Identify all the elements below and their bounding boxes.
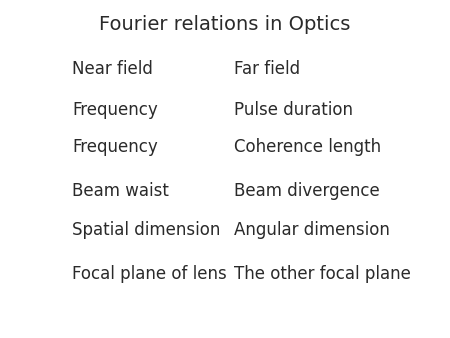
Text: Spatial dimension: Spatial dimension xyxy=(72,221,220,239)
Text: Fourier relations in Optics: Fourier relations in Optics xyxy=(99,15,351,34)
Text: Far field: Far field xyxy=(234,60,300,78)
Text: Pulse duration: Pulse duration xyxy=(234,101,353,119)
Text: Near field: Near field xyxy=(72,60,153,78)
Text: Focal plane of lens: Focal plane of lens xyxy=(72,265,227,283)
Text: Beam divergence: Beam divergence xyxy=(234,182,380,200)
Text: Coherence length: Coherence length xyxy=(234,138,381,156)
Text: The other focal plane: The other focal plane xyxy=(234,265,411,283)
Text: Frequency: Frequency xyxy=(72,101,158,119)
Text: Frequency: Frequency xyxy=(72,138,158,156)
Text: Angular dimension: Angular dimension xyxy=(234,221,390,239)
Text: Beam waist: Beam waist xyxy=(72,182,169,200)
